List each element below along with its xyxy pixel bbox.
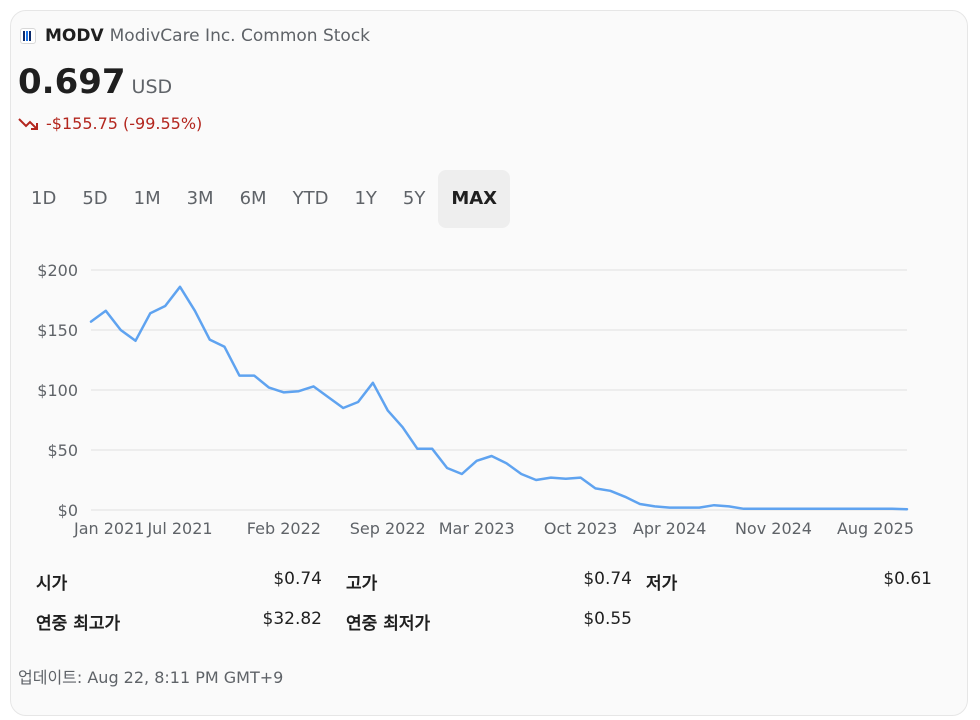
- stock-card: [10, 10, 968, 716]
- x-tick-label: Oct 2023: [544, 519, 617, 538]
- stat-year-high-value: $32.82: [262, 609, 322, 629]
- stat-year-low-label: 연중 최저가: [346, 614, 431, 634]
- tab-range-6m[interactable]: 6M: [239, 188, 267, 209]
- tab-range-3m[interactable]: 3M: [186, 188, 214, 209]
- price-line[interactable]: [89, 285, 909, 511]
- tab-range-1m[interactable]: 1M: [133, 188, 161, 209]
- range-tabs: 1D 5D 1M 3M 6M YTD 1Y 5Y MAX: [18, 170, 511, 228]
- stat-year-high: 연중 최고가 $32.82: [36, 609, 322, 634]
- y-tick-label: $0: [58, 501, 78, 520]
- tab-range-1d[interactable]: 1D: [31, 188, 57, 209]
- stat-open-label: 시가: [36, 574, 68, 594]
- stat-open: 시가 $0.74: [36, 569, 322, 594]
- x-tick-label: Apr 2024: [633, 519, 706, 538]
- stat-high-label: 고가: [346, 574, 378, 594]
- y-tick-label: $100: [37, 381, 78, 400]
- ticker-symbol: MODV: [45, 26, 104, 46]
- stat-low-value: $0.61: [883, 569, 932, 589]
- updated-timestamp: 업데이트: Aug 22, 8:11 PM GMT+9: [18, 668, 284, 687]
- x-tick-label: Nov 2024: [735, 519, 812, 538]
- x-tick-label: Feb 2022: [247, 519, 321, 538]
- x-tick-label: Sep 2022: [350, 519, 426, 538]
- tab-range-ytd[interactable]: YTD: [292, 188, 329, 209]
- stat-year-low-value: $0.55: [583, 609, 632, 629]
- stat-high: 고가 $0.74: [346, 569, 632, 594]
- stat-year-low: 연중 최저가 $0.55: [346, 609, 632, 634]
- x-tick-label: Jan 2021: [73, 519, 144, 538]
- stat-open-value: $0.74: [273, 569, 322, 589]
- company-name: ModivCare Inc. Common Stock: [109, 26, 371, 46]
- tab-range-max[interactable]: MAX: [438, 170, 511, 228]
- price-change: -$155.75 (-99.55%): [18, 114, 202, 133]
- stock-logo-icon: [20, 28, 36, 44]
- y-tick-label: $200: [37, 261, 78, 280]
- stock-header: MODV ModivCare Inc. Common Stock: [20, 26, 370, 46]
- y-tick-label: $150: [37, 321, 78, 340]
- tab-range-5y[interactable]: 5Y: [402, 188, 426, 209]
- stats-table: 시가 $0.74 고가 $0.74 저가 $0.61 연중 최고가 $32.82…: [36, 556, 932, 636]
- stat-high-value: $0.74: [583, 569, 632, 589]
- stat-year-high-label: 연중 최고가: [36, 614, 121, 634]
- current-price: 0.697: [18, 62, 126, 102]
- tab-range-5d[interactable]: 5D: [82, 188, 108, 209]
- x-tick-label: Mar 2023: [439, 519, 515, 538]
- price-row: 0.697 USD: [18, 62, 172, 102]
- x-tick-label: Jul 2021: [146, 519, 212, 538]
- stat-low-label: 저가: [646, 574, 678, 594]
- price-change-text: -$155.75 (-99.55%): [46, 114, 203, 133]
- price-currency: USD: [131, 76, 173, 98]
- y-tick-label: $50: [47, 441, 78, 460]
- x-tick-label: Aug 2025: [837, 519, 914, 538]
- trending-down-icon: [18, 117, 38, 130]
- stat-low: 저가 $0.61: [646, 569, 932, 594]
- tab-range-1y[interactable]: 1Y: [354, 188, 377, 209]
